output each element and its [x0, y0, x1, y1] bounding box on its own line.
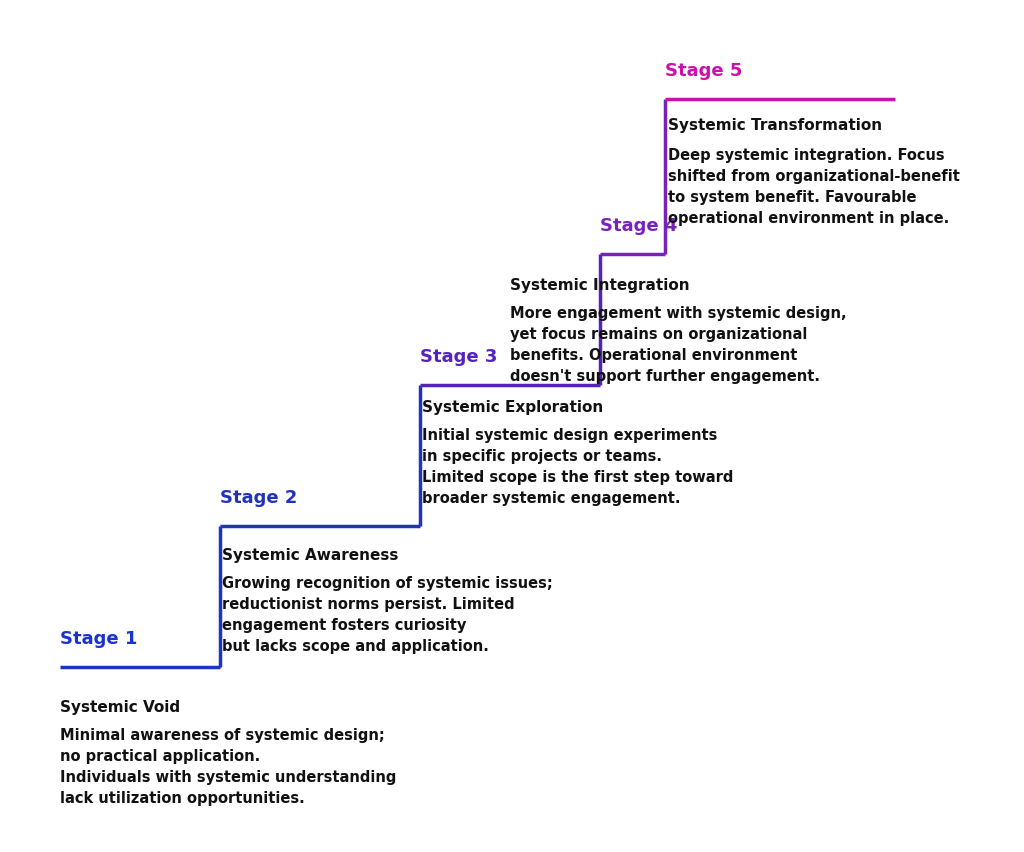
Text: Stage 5: Stage 5 [665, 62, 742, 80]
Text: Systemic Void: Systemic Void [60, 699, 180, 714]
Text: Minimal awareness of systemic design;
no practical application.
Individuals with: Minimal awareness of systemic design; no… [60, 727, 396, 805]
Text: Growing recognition of systemic issues;
reductionist norms persist. Limited
enga: Growing recognition of systemic issues; … [222, 575, 553, 653]
Text: Stage 1: Stage 1 [60, 630, 137, 648]
Text: More engagement with systemic design,
yet focus remains on organizational
benefi: More engagement with systemic design, ye… [510, 306, 847, 383]
Text: Systemic Awareness: Systemic Awareness [222, 547, 398, 562]
Text: Initial systemic design experiments
in specific projects or teams.
Limited scope: Initial systemic design experiments in s… [422, 428, 733, 505]
Text: Deep systemic integration. Focus
shifted from organizational-benefit
to system b: Deep systemic integration. Focus shifted… [668, 148, 959, 226]
Text: Stage 4: Stage 4 [600, 216, 677, 234]
Text: Systemic Exploration: Systemic Exploration [422, 400, 603, 415]
Text: Systemic Integration: Systemic Integration [510, 278, 689, 292]
Text: Stage 2: Stage 2 [220, 488, 297, 506]
Text: Systemic Transformation: Systemic Transformation [668, 118, 882, 133]
Text: Stage 3: Stage 3 [420, 348, 498, 366]
